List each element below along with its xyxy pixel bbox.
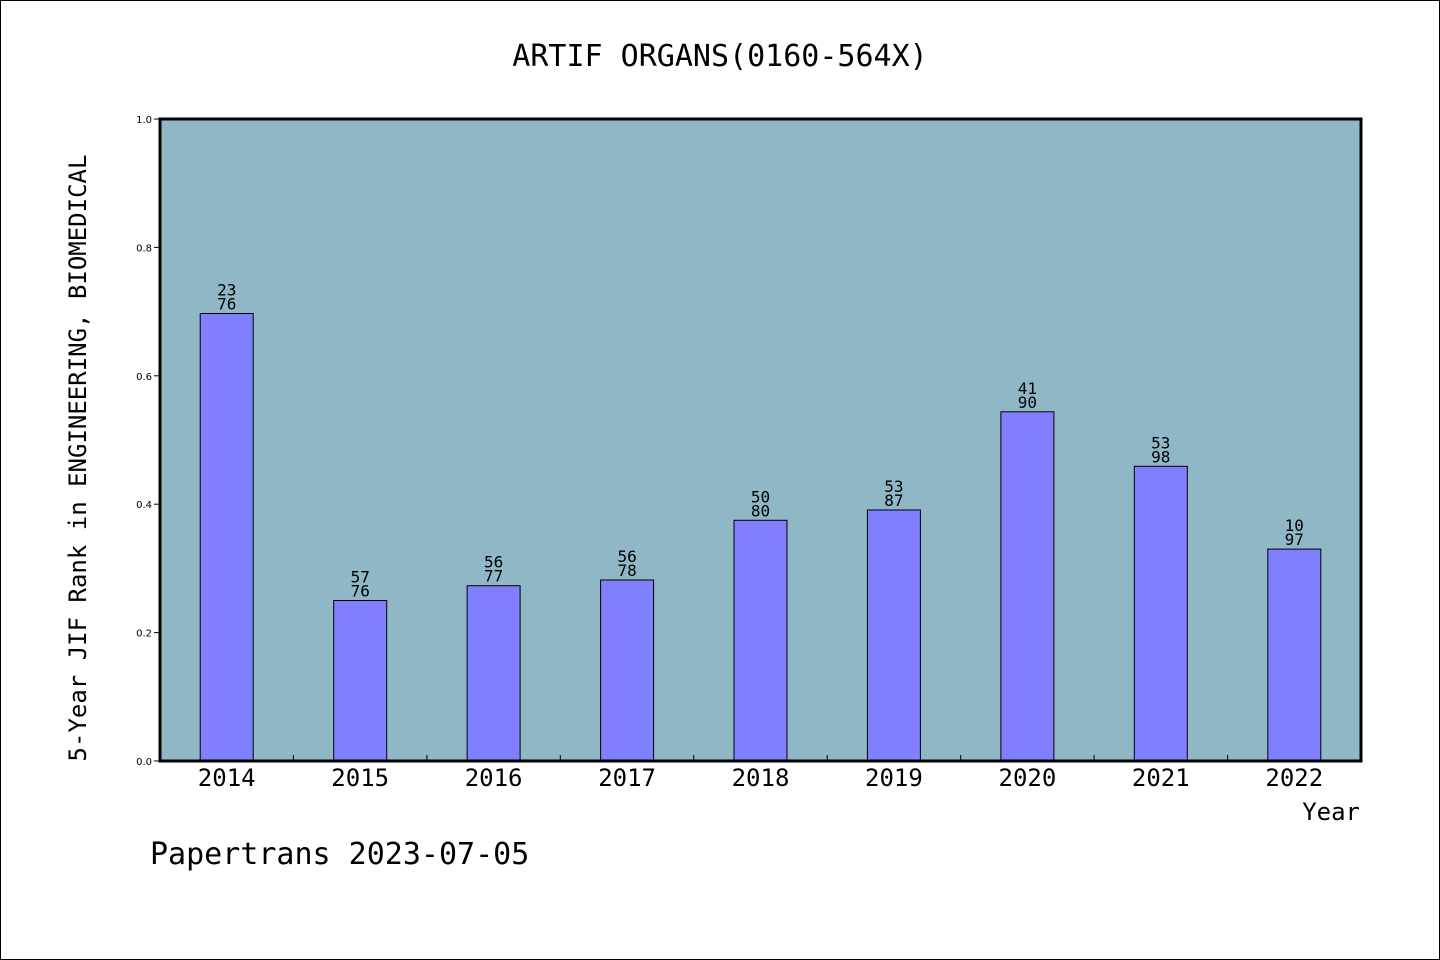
bar-2016 [466, 585, 521, 762]
bar-2017 [600, 579, 655, 762]
y-axis-label: 5-Year JIF Rank in ENGINEERING, BIOMEDIC… [64, 155, 92, 762]
bar-2020 [1000, 411, 1055, 762]
bar-2019 [866, 509, 921, 762]
x-tick-label-2014: 2014 [198, 764, 256, 792]
data-label-rank-2017: 56 [617, 547, 636, 566]
data-label-total-2017: 78 [617, 561, 636, 580]
data-label-total-2022: 97 [1285, 530, 1304, 549]
x-tick-label-2016: 2016 [465, 764, 523, 792]
y-axis-ticks: 0.0 0.2 0.4 0.6 0.8 1.0 [136, 115, 160, 768]
data-label-rank-2021: 53 [1151, 433, 1170, 452]
x-tick-label-2021: 2021 [1132, 764, 1190, 792]
data-label-rank-2019: 53 [884, 477, 903, 496]
x-axis-ticks: 2014 2015 2016 2017 2018 2019 2020 2021 2022 [198, 755, 1323, 792]
data-label-rank-2014: 23 [217, 281, 236, 300]
x-tick-label-2015: 2015 [331, 764, 389, 792]
y-tick-label: 0.4 [136, 500, 152, 511]
data-label-total-2015: 76 [351, 582, 370, 601]
y-tick-label: 1.0 [136, 115, 152, 126]
data-label-total-2018: 80 [751, 501, 770, 520]
y-tick-label: 0.8 [136, 243, 152, 254]
bar-2018 [733, 519, 788, 762]
y-tick-label: 0.6 [136, 372, 152, 383]
data-label-rank-2022: 10 [1285, 516, 1304, 535]
x-tick-label-2019: 2019 [865, 764, 923, 792]
bar-2022 [1267, 548, 1322, 762]
data-label-rank-2016: 56 [484, 553, 503, 572]
data-label-total-2019: 87 [884, 491, 903, 510]
data-label-rank-2018: 50 [751, 487, 770, 506]
y-tick-label: 0.2 [136, 629, 152, 640]
data-label-rank-2015: 57 [351, 568, 370, 587]
bar-2015 [333, 600, 388, 762]
data-label-rank-2020: 41 [1018, 379, 1037, 398]
y-tick-label: 0.0 [136, 757, 152, 768]
plot-border [158, 117, 1363, 763]
data-label-total-2014: 76 [217, 295, 236, 314]
chart-title: ARTIF ORGANS(0160-564X) [512, 39, 927, 74]
bar-2014 [199, 313, 254, 762]
data-label-total-2016: 77 [484, 567, 503, 586]
x-tick-label-2022: 2022 [1265, 764, 1323, 792]
bar-2021 [1133, 465, 1188, 762]
bars-group [199, 313, 1322, 762]
x-tick-label-2017: 2017 [598, 764, 656, 792]
x-tick-label-2018: 2018 [732, 764, 790, 792]
x-axis-label: Year [1302, 798, 1360, 826]
data-label-total-2020: 90 [1018, 393, 1037, 412]
data-label-total-2021: 98 [1151, 447, 1170, 466]
x-tick-label-2020: 2020 [999, 764, 1057, 792]
footer-watermark: Papertrans 2023-07-05 [150, 837, 529, 872]
